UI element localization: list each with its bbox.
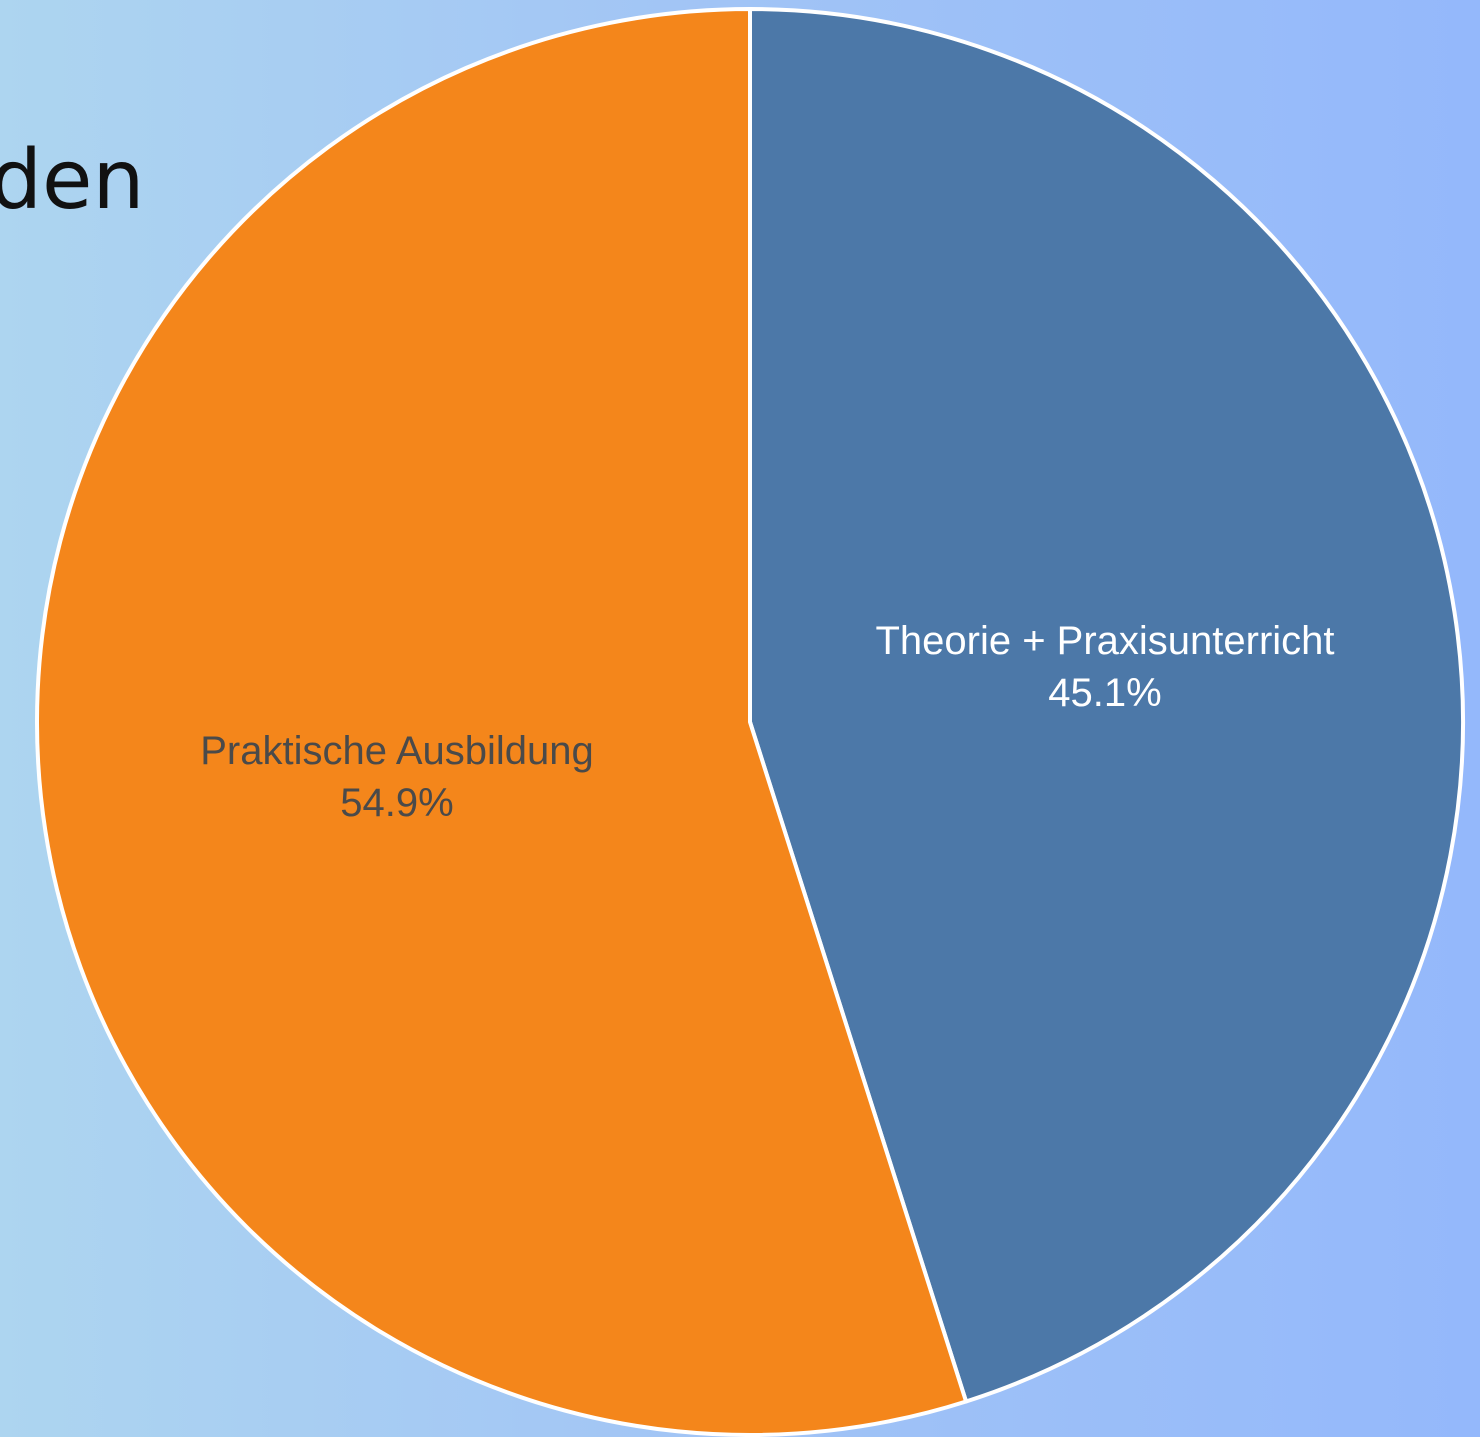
slice-label-0: Theorie + Praxisunterricht xyxy=(875,619,1334,663)
slice-label-1: Praktische Ausbildung xyxy=(200,729,594,773)
slice-value-label-0: 45.1% xyxy=(1048,671,1161,715)
slice-value-label-1: 54.9% xyxy=(340,781,453,825)
pie-slice-0 xyxy=(748,7,1465,1404)
slide-title-fragment: den xyxy=(0,133,145,228)
pie-slice-1 xyxy=(35,7,969,1437)
